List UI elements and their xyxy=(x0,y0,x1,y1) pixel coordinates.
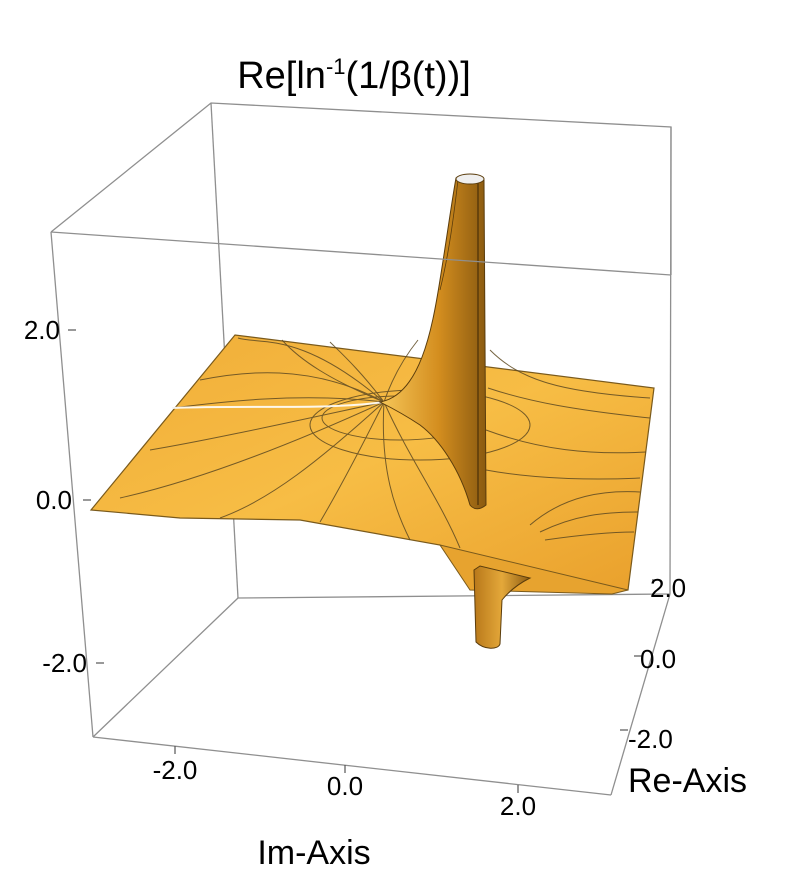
y-tick-label: 0.0 xyxy=(640,644,676,674)
pole-top-cap xyxy=(455,173,485,185)
y-axis-title: Re-Axis xyxy=(628,762,747,800)
x-tick-label: 0.0 xyxy=(327,771,363,801)
y-axis: 2.0 0.0 -2.0 Re-Axis xyxy=(620,573,747,800)
title-suffix: (1/β(t))] xyxy=(346,55,471,97)
x-tick-marks xyxy=(174,746,519,793)
x-tick-label: 2.0 xyxy=(500,791,536,821)
y-tick-label: 2.0 xyxy=(650,573,686,603)
x-tick-label: -2.0 xyxy=(153,755,198,785)
y-tick-marks xyxy=(620,579,660,731)
x-axis: -2.0 0.0 2.0 Im-Axis xyxy=(153,746,536,872)
x-axis-title: Im-Axis xyxy=(257,834,370,872)
box-front-edges xyxy=(50,127,672,796)
surface xyxy=(89,334,655,595)
z-tick-label: 0.0 xyxy=(36,485,72,515)
contour-lines xyxy=(119,337,651,549)
z-tick-label: 2.0 xyxy=(24,315,60,345)
title-superscript: -1 xyxy=(326,54,346,79)
z-axis: 2.0 0.0 -2.0 xyxy=(24,315,104,678)
surface-sheet xyxy=(89,334,655,591)
z-tick-marks xyxy=(68,329,104,664)
y-tick-label: -2.0 xyxy=(628,724,673,754)
pole-down xyxy=(473,565,532,649)
chart-title: Re[ln-1(1/β(t))] xyxy=(237,54,471,97)
title-prefix: Re[ln xyxy=(237,55,326,97)
branch-cut-line xyxy=(169,401,385,409)
z-tick-label: -2.0 xyxy=(42,648,87,678)
